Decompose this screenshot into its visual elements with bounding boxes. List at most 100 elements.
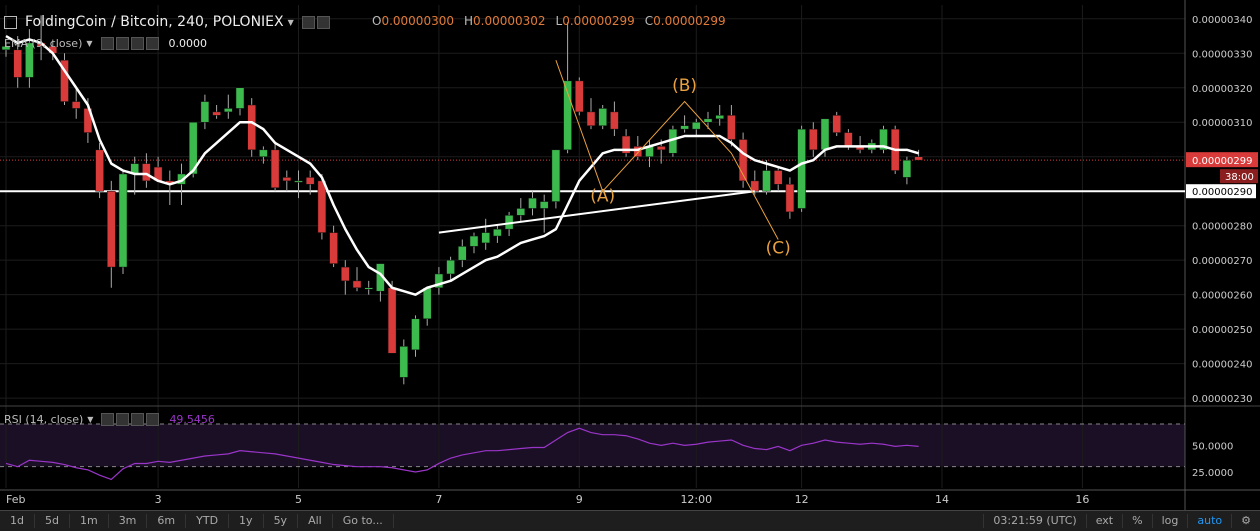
candle-body bbox=[422, 287, 432, 320]
candle bbox=[341, 260, 350, 295]
ema-legend[interactable]: EMA (9, close) ▼ 0.0000 bbox=[4, 37, 207, 50]
candle bbox=[294, 170, 303, 199]
candle-body bbox=[797, 128, 806, 209]
more-icon[interactable] bbox=[131, 413, 145, 426]
timeframe-5y[interactable]: 5y bbox=[264, 514, 299, 528]
timeframe-all[interactable]: All bbox=[298, 514, 333, 528]
candle-body bbox=[142, 163, 151, 182]
goto-date-button[interactable]: Go to... bbox=[333, 514, 394, 528]
candle bbox=[610, 101, 619, 137]
candle bbox=[469, 232, 479, 254]
rsi-axis-label: 25.0000 bbox=[1192, 468, 1233, 479]
timeframe-1d[interactable]: 1d bbox=[0, 514, 35, 528]
candle-body bbox=[832, 115, 841, 133]
chevron-down-icon[interactable]: ▼ bbox=[287, 17, 294, 27]
clock-timezone[interactable]: 03:21:59 (UTC) bbox=[983, 514, 1085, 528]
candle-body bbox=[25, 42, 34, 78]
time-axis-label: 16 bbox=[1075, 493, 1089, 506]
visibility-icon[interactable] bbox=[101, 413, 115, 426]
rsi-buttons bbox=[101, 413, 160, 426]
percent-scale-toggle[interactable]: % bbox=[1122, 514, 1151, 528]
time-axis-label: 9 bbox=[576, 493, 583, 506]
candle bbox=[586, 98, 596, 130]
settings-icon[interactable] bbox=[316, 15, 330, 29]
candle bbox=[107, 180, 116, 288]
candle-body bbox=[364, 287, 373, 290]
chart-canvas[interactable]: (A) (B) (C) 0.00000340 0.00000330 0.00000320 0… bbox=[0, 0, 1260, 510]
candle-body bbox=[575, 80, 584, 113]
chart-title[interactable]: FoldingCoin / Bitcoin, 240, POLONIEX ▼ bbox=[4, 14, 340, 30]
settings-icon[interactable] bbox=[116, 413, 130, 426]
candle-body bbox=[95, 149, 104, 192]
candle bbox=[188, 121, 198, 178]
candle-body bbox=[902, 159, 912, 178]
candle bbox=[270, 142, 280, 192]
candle-body bbox=[879, 128, 888, 151]
ohlc-close: C0.00000299 bbox=[644, 14, 726, 28]
price-axis-label: 0.00000240 bbox=[1192, 360, 1252, 371]
timeframe-6m[interactable]: 6m bbox=[147, 514, 187, 528]
rsi-legend[interactable]: RSI (14, close) ▼ 49.5456 bbox=[4, 413, 215, 426]
rsi-value: 49.5456 bbox=[169, 413, 215, 426]
wave-label: (A) bbox=[590, 187, 615, 207]
candle-body bbox=[715, 115, 724, 120]
candle bbox=[95, 142, 104, 199]
time-axis-label: 7 bbox=[435, 493, 442, 506]
candle bbox=[633, 136, 643, 161]
extended-hours-toggle[interactable]: ext bbox=[1085, 514, 1122, 528]
ohlc-readout: O0.00000300 H0.00000302 L0.00000299 C0.0… bbox=[372, 14, 726, 28]
rising-trendline bbox=[438, 190, 755, 234]
candle-body bbox=[586, 111, 596, 126]
bottom-toolbar: 1d 5d 1m 3m 6m YTD 1y 5y All Go to... 03… bbox=[0, 510, 1260, 531]
more-icon[interactable] bbox=[130, 37, 144, 50]
candle bbox=[142, 153, 151, 188]
support-line-label: 0.00000290 bbox=[1192, 187, 1252, 198]
chevron-down-icon[interactable]: ▼ bbox=[87, 415, 94, 424]
wave-label: (C) bbox=[766, 238, 791, 258]
timeframe-1y[interactable]: 1y bbox=[229, 514, 264, 528]
candle bbox=[762, 160, 771, 195]
candle bbox=[235, 87, 245, 116]
timeframe-3m[interactable]: 3m bbox=[109, 514, 148, 528]
candle bbox=[797, 125, 806, 212]
candle-body bbox=[528, 197, 537, 209]
visibility-icon[interactable] bbox=[100, 37, 114, 50]
log-scale-toggle[interactable]: log bbox=[1151, 514, 1188, 528]
timeframe-ytd[interactable]: YTD bbox=[186, 514, 230, 528]
candle-body bbox=[738, 139, 748, 182]
ema-line bbox=[5, 34, 919, 296]
candle bbox=[329, 225, 338, 268]
candle-body bbox=[317, 180, 327, 233]
price-axis-label: 0.00000230 bbox=[1192, 394, 1252, 405]
countdown-badge-bg bbox=[1220, 169, 1258, 184]
visibility-icon[interactable] bbox=[301, 15, 315, 29]
candle bbox=[71, 87, 81, 119]
candle-body bbox=[785, 184, 795, 213]
candle bbox=[692, 118, 701, 137]
candle-body bbox=[633, 146, 643, 157]
chart-settings-gear-icon[interactable]: ⚙ bbox=[1231, 514, 1260, 528]
candle bbox=[446, 256, 455, 281]
timeframe-5d[interactable]: 5d bbox=[35, 514, 70, 528]
price-axis-label: 0.00000340 bbox=[1192, 15, 1252, 26]
auto-scale-toggle[interactable]: auto bbox=[1187, 514, 1231, 528]
close-icon[interactable] bbox=[145, 37, 159, 50]
candle-body bbox=[493, 228, 502, 237]
candle bbox=[282, 170, 292, 192]
candle-body bbox=[809, 128, 818, 151]
candle-body bbox=[621, 135, 631, 154]
symbol-toggle-icon[interactable] bbox=[4, 15, 17, 29]
timeframe-1m[interactable]: 1m bbox=[70, 514, 109, 528]
candle-body bbox=[247, 104, 256, 151]
candle-body bbox=[680, 125, 689, 130]
chevron-down-icon[interactable]: ▼ bbox=[86, 39, 93, 48]
candle bbox=[177, 163, 186, 205]
candle-body bbox=[177, 173, 186, 185]
candle-body bbox=[703, 118, 713, 123]
candle-body bbox=[282, 177, 292, 182]
close-icon[interactable] bbox=[146, 413, 160, 426]
candle-body bbox=[610, 111, 619, 130]
candle-body bbox=[294, 180, 303, 183]
settings-icon[interactable] bbox=[115, 37, 129, 50]
rsi-label: RSI (14, close) bbox=[4, 413, 84, 426]
